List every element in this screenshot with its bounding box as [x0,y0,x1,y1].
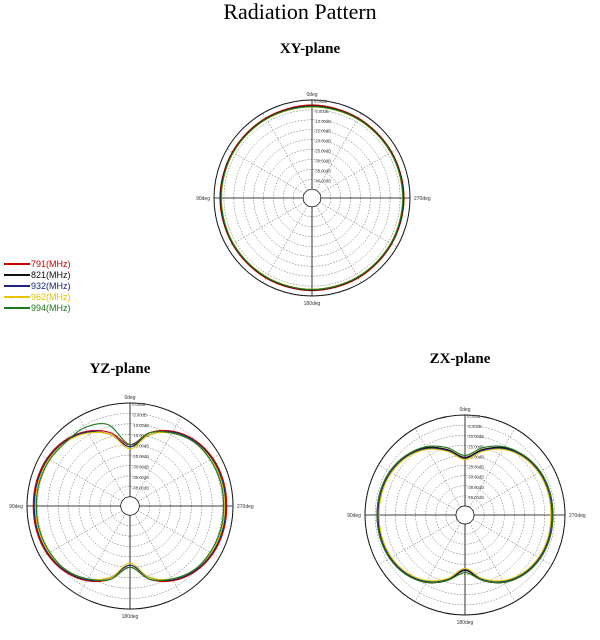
ring-label: -35.00dB [467,485,484,490]
series-curve [35,422,225,582]
series-curve [376,445,554,584]
grid-spoke [262,205,308,283]
main-title: Radiation Pattern [223,0,377,24]
legend-swatch [4,262,30,265]
legend-swatch [4,284,30,287]
yz-plane-polar-chart: 0.00dB -5.00dB -10.00dB -15.00dB -20.00dB -25… [9,395,254,620]
legend-label: 791(MHz) [31,258,71,269]
center-hub [455,505,475,525]
ring-label: -20.00dB [467,454,484,459]
ring-label: -35.00dB [314,168,331,173]
angle-label: 180deg [122,614,139,620]
ring-label: -30.00dB [132,464,149,469]
ring-label: -35.00dB [132,475,149,480]
angle-label: 270deg [237,504,254,510]
series-curve [377,447,553,583]
legend: 791(MHz) 821(MHz) 932(MHz) 962(MHz) 994(… [4,258,71,313]
grid-spoke [227,202,305,248]
ring-label: -20.00dB [132,444,149,449]
series-curve [33,431,227,581]
ring-label: -5.00dB [314,109,329,114]
series-curve [34,431,226,581]
ring-label: -40.00dB [132,485,149,490]
grid-spoke [137,454,220,502]
angle-label: 90deg [196,196,210,202]
angle-label: 90deg [9,504,23,510]
series-curve [378,448,552,582]
legend-swatch [4,306,30,309]
legend-swatch [4,273,30,276]
angle-label: 180deg [457,620,474,626]
grid-spoke [469,428,516,508]
ring-label: -25.00dB [467,465,484,470]
grid-spoke [78,416,126,499]
angle-label: 90deg [347,513,361,519]
series-curve [219,104,405,292]
grid-spoke [316,205,362,283]
ring-label: -5.00dB [132,412,147,417]
grid-spoke [134,513,182,596]
ring-label: -10.00dB [314,119,331,124]
grid-spoke [414,428,461,508]
grid-spoke [137,510,220,558]
angle-label: 270deg [414,196,431,202]
angle-label: 0deg [459,407,470,413]
angle-label: 180deg [304,301,321,307]
angle-label: 0deg [306,92,317,98]
xy-plane-title: XY-plane [279,41,341,57]
ring-label: -25.00dB [314,149,331,154]
ring-label: -15.00dB [467,444,484,449]
grid-spoke [78,513,126,596]
legend-label: 821(MHz) [31,269,71,280]
grid-spoke [134,416,182,499]
angle-label: 0deg [124,395,135,401]
ring-label: -15.00dB [132,433,149,438]
series-curve [220,105,404,291]
angle-label: 270deg [569,513,586,519]
ring-label: -10.00dB [132,423,149,428]
ring-label: -30.00dB [467,475,484,480]
ring-label: -15.00dB [314,129,331,134]
ring-label: -25.00dB [132,454,149,459]
legend-label: 932(MHz) [31,280,71,291]
grid-spoke [414,522,461,602]
legend-swatch [4,295,30,298]
grid-spoke [40,510,123,558]
legend-item: 932(MHz) [4,280,71,291]
ring-label: -20.00dB [314,139,331,144]
center-hub [302,188,322,208]
ring-label: -30.00dB [314,158,331,163]
legend-item: 962(MHz) [4,291,71,302]
ring-label: -40.00dB [314,178,331,183]
legend-label: 962(MHz) [31,291,71,302]
zx-plane-title: ZX-plane [429,351,491,367]
center-hub [120,496,140,516]
ring-label: 0.00dB [467,414,480,419]
ring-label: -5.00dB [467,424,482,429]
grid-spoke [262,113,308,191]
legend-item: 994(MHz) [4,302,71,313]
ring-label: -10.00dB [467,434,484,439]
grid-spoke [469,522,516,602]
legend-item: 791(MHz) [4,258,71,269]
yz-plane-title: YZ-plane [89,361,151,377]
zx-plane-polar-chart: 0.00dB -5.00dB -10.00dB -15.00dB -20.00dB -25… [347,407,586,626]
ring-label: 0.00dB [314,99,327,104]
grid-spoke [40,454,123,502]
xy-plane-polar-chart: 0.00dB -5.00dB -10.00dB -15.00dB -20.00dB -25… [196,92,431,307]
grid-spoke [227,148,305,194]
ring-label: 0.00dB [132,402,145,407]
ring-label: -40.00dB [467,495,484,500]
legend-item: 821(MHz) [4,269,71,280]
legend-label: 994(MHz) [31,302,71,313]
